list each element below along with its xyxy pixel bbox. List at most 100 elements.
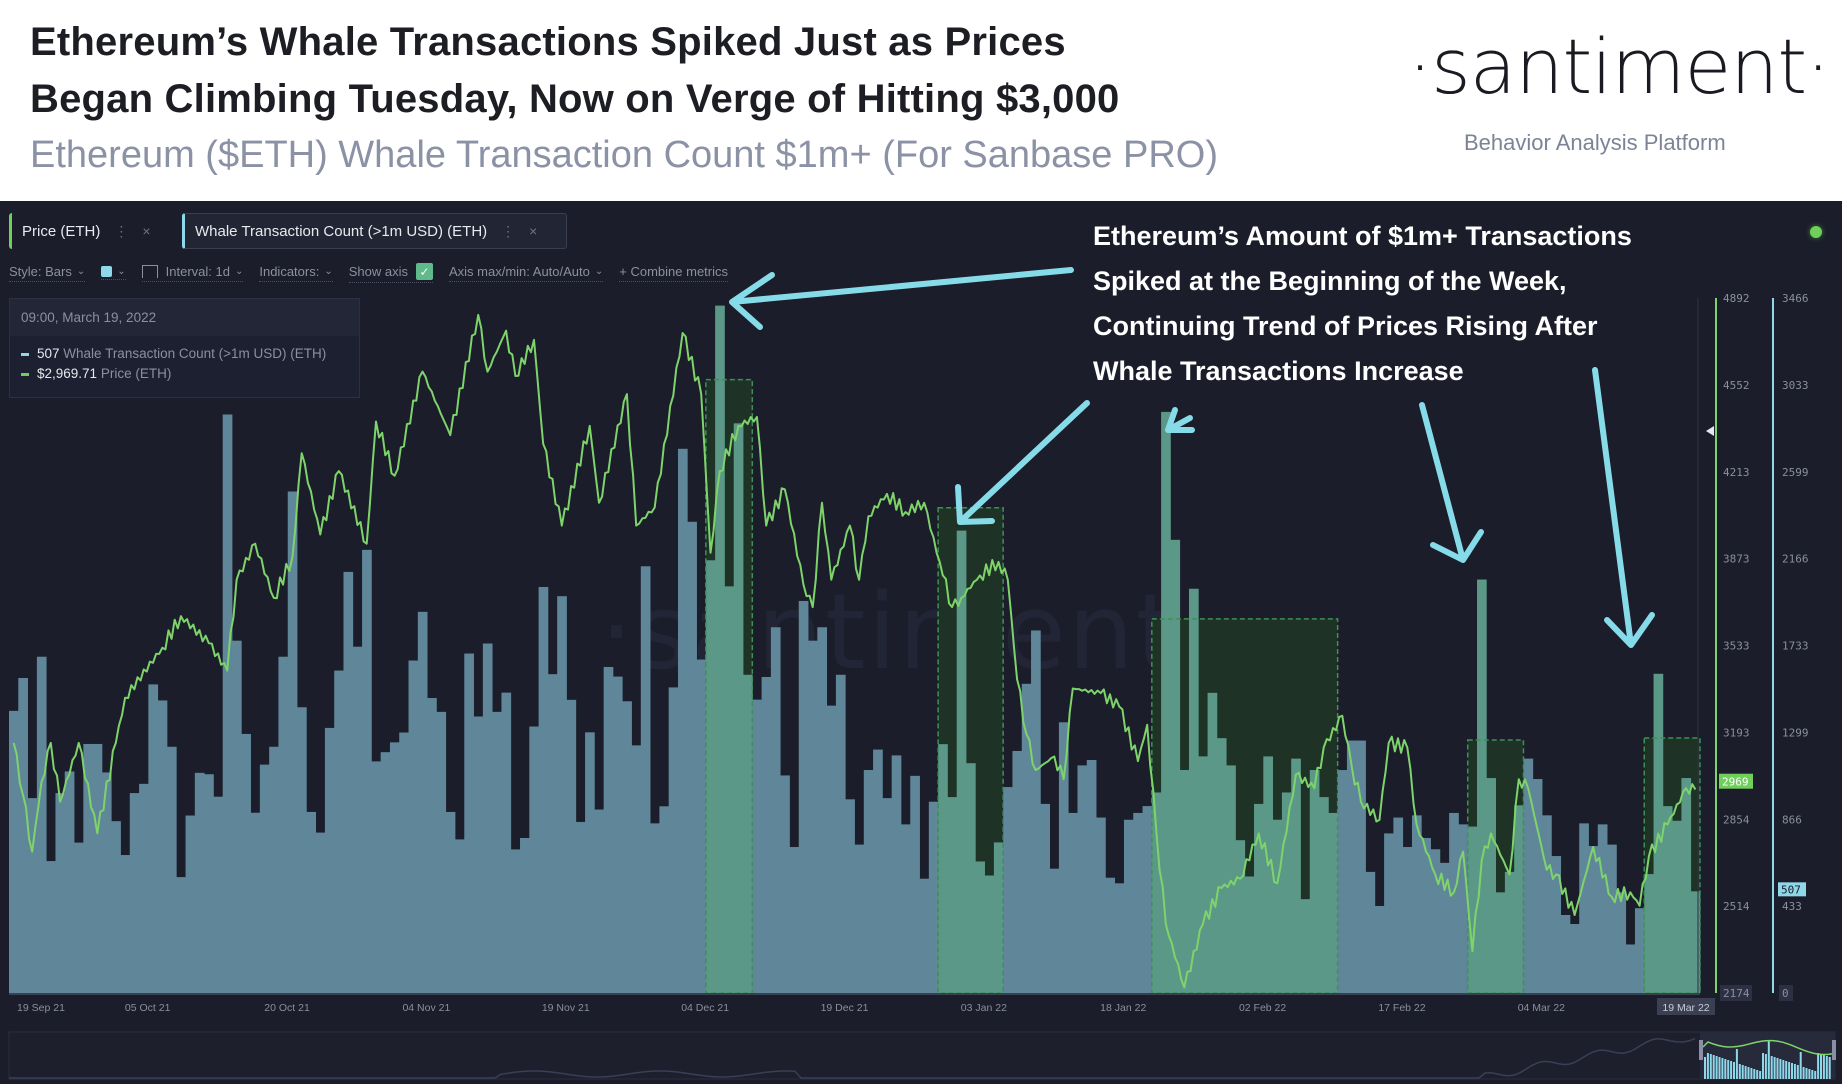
- indicators-dropdown[interactable]: Indicators: ⌄: [259, 264, 333, 282]
- count-bar: [1031, 630, 1041, 993]
- count-bar: [1049, 868, 1060, 993]
- tab-close-icon[interactable]: ×: [529, 223, 538, 239]
- title-line-2: Began Climbing Tuesday, Now on Verge of …: [30, 77, 1120, 121]
- annotation-arrow-icon: [1419, 402, 1484, 563]
- count-bar: [1634, 908, 1645, 993]
- annotation-line: Spiked at the Beginning of the Week,: [1093, 266, 1567, 296]
- count-bar: [129, 793, 140, 993]
- navigator-bar: [1733, 1062, 1735, 1079]
- navigator-bar: [1814, 1071, 1817, 1079]
- count-bar: [1263, 756, 1274, 993]
- count-axis-tick: 1299: [1782, 726, 1809, 739]
- count-bar: [659, 806, 670, 993]
- count-bar: [1393, 817, 1404, 993]
- count-bar: [222, 414, 233, 994]
- count-bar: [1328, 812, 1339, 993]
- count-bar: [1560, 914, 1571, 993]
- color-picker[interactable]: ⌄: [101, 266, 126, 280]
- x-axis-tick: 19 Sep 21: [17, 1002, 65, 1014]
- tab-menu-icon[interactable]: ⋮: [501, 222, 516, 239]
- interval-dropdown[interactable]: Interval: 1d ⌄: [141, 264, 244, 282]
- count-bar: [371, 761, 382, 993]
- count-bar: [417, 611, 428, 993]
- tab-menu-icon[interactable]: ⋮: [114, 222, 129, 239]
- navigator-bar: [1817, 1053, 1820, 1079]
- count-bar: [733, 423, 744, 993]
- count-bar: [287, 491, 298, 993]
- metric-toolbar: Style: Bars ⌄ ⌄ Interval: 1d ⌄ Indicators:…: [9, 263, 744, 283]
- count-bar: [956, 530, 967, 993]
- count-bar: [1458, 824, 1469, 993]
- annotation-line: Ethereum’s Amount of $1m+ Transactions: [1093, 221, 1632, 251]
- combine-metrics-button[interactable]: + Combine metrics: [619, 264, 729, 282]
- count-bar: [380, 752, 391, 993]
- count-bar: [473, 716, 484, 993]
- count-bar: [780, 775, 790, 993]
- count-bar: [845, 799, 855, 993]
- count-bar: [1625, 944, 1636, 993]
- tab-label: Whale Transaction Count (>1m USD) (ETH): [195, 222, 488, 240]
- count-bar: [1411, 815, 1422, 993]
- count-bar: [566, 699, 577, 993]
- count-bar: [1179, 770, 1190, 993]
- annotation-arrow-icon: [729, 267, 1074, 330]
- count-bar: [1569, 924, 1580, 993]
- count-bar: [1086, 759, 1097, 993]
- count-bar: [1068, 812, 1078, 993]
- count-bar: [1291, 758, 1301, 993]
- axis-minmax-dropdown[interactable]: Axis max/min: Auto/Auto ⌄: [448, 264, 604, 282]
- legend-value: $2,969.71: [37, 366, 98, 381]
- count-bar: [938, 744, 948, 993]
- count-bar: [194, 772, 205, 993]
- checkbox-checked-icon[interactable]: ✓: [415, 263, 433, 280]
- navigator-bar: [1796, 1065, 1799, 1079]
- count-bar: [111, 821, 121, 993]
- count-bar: [1123, 819, 1134, 993]
- count-bar: [873, 749, 883, 993]
- count-bar: [231, 640, 242, 993]
- count-bar: [826, 705, 837, 993]
- navigator-handle-left: [1699, 1040, 1703, 1060]
- count-bar: [343, 571, 354, 993]
- navigator-bar: [1767, 1041, 1770, 1079]
- style-dropdown[interactable]: Style: Bars ⌄: [9, 264, 86, 282]
- count-bar: [947, 797, 958, 993]
- count-bar: [640, 566, 651, 993]
- logo-tagline: Behavior Analysis Platform: [1464, 130, 1726, 155]
- count-bar: [1319, 797, 1329, 993]
- count-bar: [454, 839, 465, 993]
- count-bar: [854, 844, 865, 993]
- x-axis-tick: 02 Feb 22: [1239, 1002, 1286, 1014]
- chart-canvas[interactable]: 4892 4552 4213 3873 3533 3193 2854 2514 2174 3466…: [0, 201, 1842, 1084]
- navigator-bar: [1802, 1067, 1805, 1079]
- count-bar: [975, 861, 985, 993]
- count-bar: [705, 560, 716, 993]
- count-bar: [436, 711, 447, 993]
- count-bar: [900, 824, 911, 993]
- report-subtitle: Ethereum ($ETH) Whale Transaction Count …: [30, 134, 1218, 176]
- tab-whale-transaction-count[interactable]: Whale Transaction Count (>1m USD) (ETH) …: [182, 213, 567, 249]
- navigator-bar: [1730, 1061, 1733, 1079]
- price-axis-tick: 3873: [1723, 553, 1750, 566]
- count-bar: [882, 798, 893, 993]
- price-axis-tick: 3193: [1723, 726, 1750, 739]
- count-axis-tick: 2599: [1782, 466, 1809, 479]
- count-bar: [650, 823, 660, 993]
- count-bar: [1021, 683, 1032, 993]
- count-bar: [1374, 905, 1385, 993]
- navigator-bar: [1791, 1063, 1793, 1079]
- tab-close-icon[interactable]: ×: [142, 223, 151, 239]
- count-bar: [1188, 588, 1199, 993]
- count-bar: [362, 549, 372, 993]
- series-marker: [21, 372, 29, 376]
- count-bar: [1588, 846, 1599, 993]
- tab-price-eth[interactable]: Price (ETH) ⋮ ×: [9, 213, 171, 249]
- count-bar: [1616, 892, 1627, 993]
- count-axis-tick: 433: [1782, 900, 1802, 913]
- show-axis-toggle[interactable]: Show axis ✓: [348, 263, 433, 283]
- count-bar: [1477, 579, 1487, 993]
- count-bar: [631, 745, 642, 993]
- price-axis-tick: 4892: [1723, 292, 1750, 305]
- count-bar: [55, 793, 66, 993]
- navigator-handle-right: [1832, 1040, 1836, 1060]
